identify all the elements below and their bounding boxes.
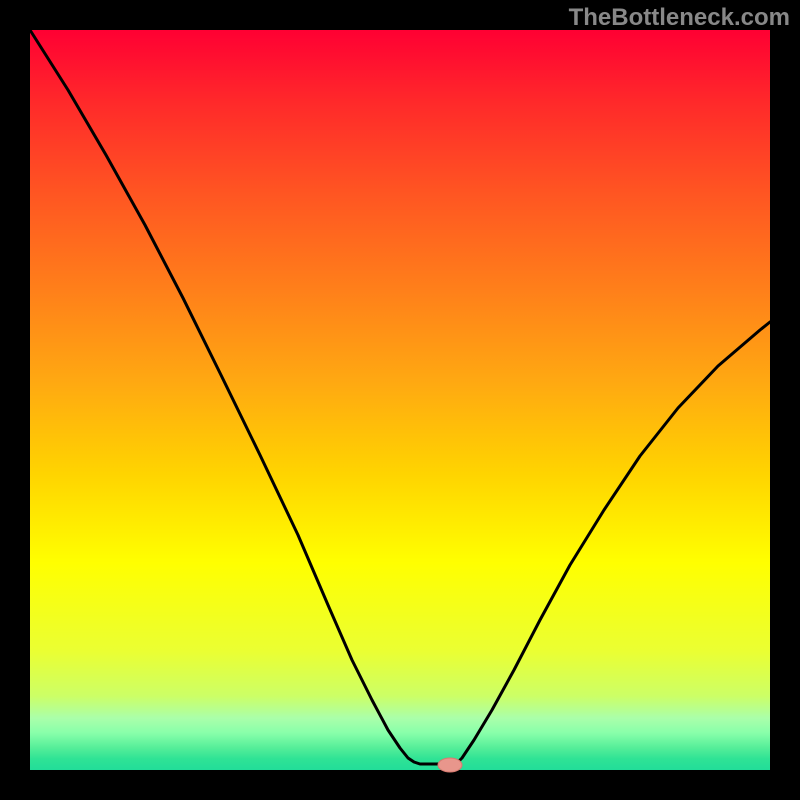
- watermark-text: TheBottleneck.com: [569, 4, 790, 32]
- gradient-background: [30, 30, 770, 770]
- bottleneck-chart: [0, 0, 800, 800]
- chart-container: { "watermark": "TheBottleneck.com", "can…: [0, 0, 800, 800]
- optimal-point-marker: [438, 758, 462, 772]
